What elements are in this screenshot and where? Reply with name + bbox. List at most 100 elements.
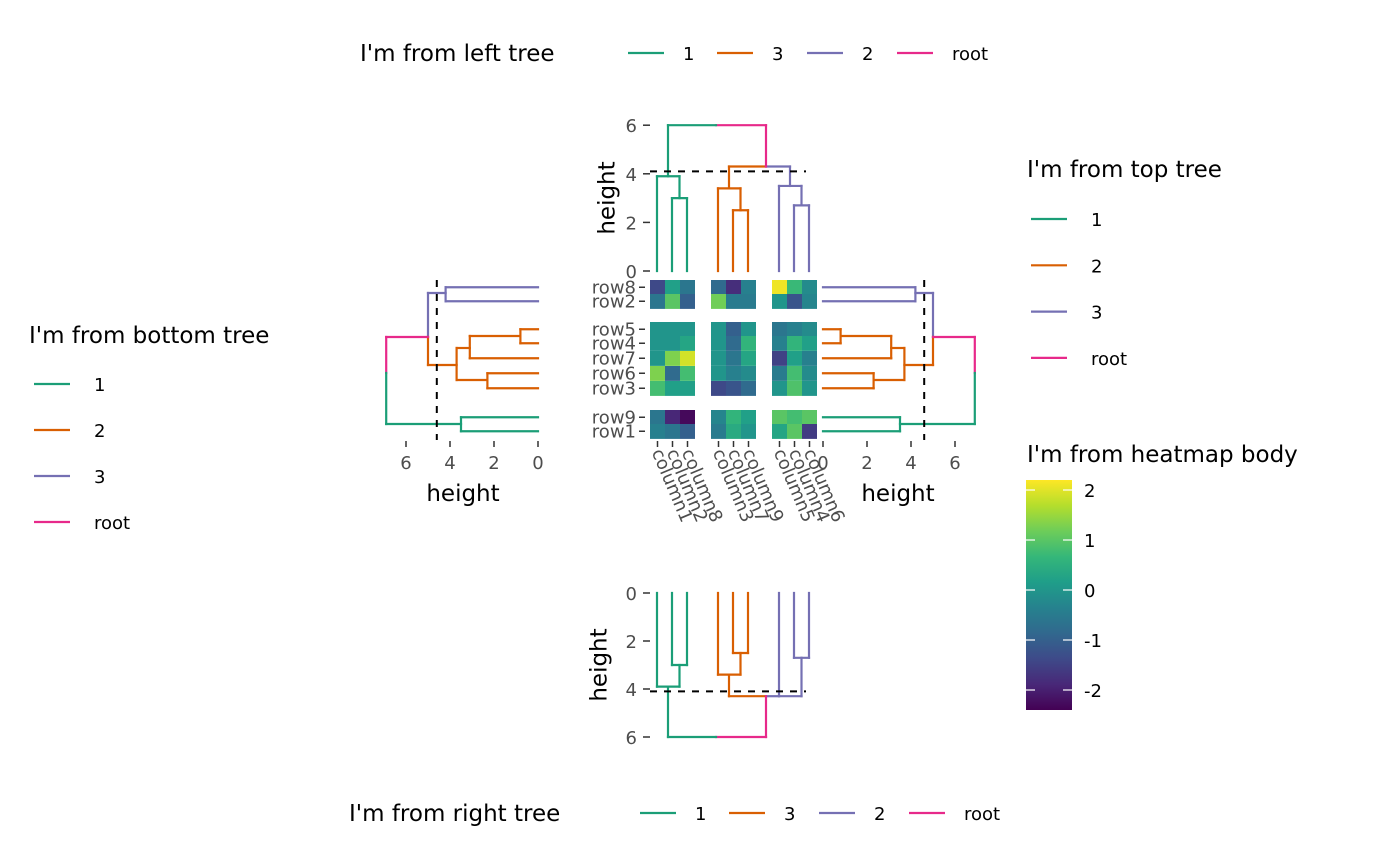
heatmap-cell (802, 351, 817, 366)
heatmap-cell (802, 410, 817, 425)
heatmap-cell (650, 294, 665, 309)
legend-label: 2 (94, 421, 105, 442)
legend-left-tree: I'm from left tree 1 3 2 root (360, 41, 988, 67)
heatmap-cell (741, 336, 756, 351)
heatmap-cell (650, 410, 665, 425)
heatmap-cell (665, 294, 680, 309)
right-axis-tick-label: 4 (905, 453, 916, 474)
left-axis-tick-label: 2 (488, 453, 499, 474)
legend-bottom-tree: I'm from bottom tree 1 2 3 root (29, 323, 269, 534)
legend-label: root (1091, 349, 1127, 370)
heatmap-cell (665, 381, 680, 396)
heatmap-cell (650, 280, 665, 295)
heatmap-cell (665, 336, 680, 351)
heatmap-cell (741, 280, 756, 295)
heatmap-cell (726, 424, 741, 439)
legend-label: 2 (862, 44, 873, 65)
legend-label: 1 (695, 804, 706, 825)
heatmap-cell (772, 410, 787, 425)
heatmap-cell (772, 322, 787, 337)
heatmap-cell (772, 381, 787, 396)
row-label: row2 (592, 291, 636, 312)
heatmap-cell (787, 381, 802, 396)
heatmap-cell (650, 366, 665, 381)
legend-label: 2 (1091, 256, 1102, 277)
left-axis-tick-label: 0 (532, 453, 543, 474)
row-label: row3 (592, 378, 636, 399)
legend-bottom-tree-title: I'm from bottom tree (29, 323, 269, 349)
heatmap-cell (772, 336, 787, 351)
heatmap-cell (787, 322, 802, 337)
legend-label: 1 (94, 375, 105, 396)
row-label: row9 (592, 407, 636, 428)
heatmap-cell (711, 381, 726, 396)
row-label: row6 (592, 363, 636, 384)
heatmap-cell (711, 336, 726, 351)
heatmap-cell (726, 294, 741, 309)
heatmap-cell (711, 351, 726, 366)
legend-right-tree-title: I'm from right tree (349, 801, 560, 827)
bottom-dendrogram (650, 591, 811, 739)
heatmap-cell (711, 424, 726, 439)
row-label: row1 (592, 421, 636, 442)
heatmap-cell (772, 424, 787, 439)
legend-label: 1 (683, 44, 694, 65)
heatmap-cell (680, 280, 695, 295)
heatmap-cell (787, 294, 802, 309)
bottom-tree-axis-title: height (587, 628, 613, 701)
heatmap-cell (680, 410, 695, 425)
heatmap-cell (772, 294, 787, 309)
bottom-axis-tick-label: 6 (626, 728, 637, 749)
heatmap-cell (741, 294, 756, 309)
legend-label: 3 (94, 467, 105, 488)
legend-label: 3 (772, 44, 783, 65)
legend-heatmap-body: I'm from heatmap body 2 1 0 -1 -2 (1026, 442, 1298, 710)
heatmap-cell (741, 381, 756, 396)
legend-top-tree: I'm from top tree 1 2 3 root (1027, 157, 1222, 370)
heatmap-colorbar (1026, 480, 1072, 710)
colorbar-tick-label: -1 (1084, 631, 1102, 652)
heatmap-cell (650, 336, 665, 351)
heatmap-cell (665, 410, 680, 425)
left-axis-tick-label: 4 (444, 453, 455, 474)
row-label: row5 (592, 319, 636, 340)
heatmap-cell (802, 294, 817, 309)
left-dendrogram (385, 280, 540, 440)
legend-label: 2 (874, 804, 885, 825)
top-dendrogram (650, 124, 811, 273)
heatmap-cell (787, 410, 802, 425)
heatmap-cell (802, 280, 817, 295)
heatmap-cell (772, 366, 787, 381)
legend-label: root (94, 513, 130, 534)
heatmap-cell (741, 424, 756, 439)
heatmap-body (650, 280, 817, 439)
legend-label: 3 (1091, 303, 1102, 324)
heatmap-cell (665, 351, 680, 366)
left-axis-tick-label: 6 (400, 453, 411, 474)
heatmap-cell (741, 410, 756, 425)
top-tree-axis-title: height (595, 161, 621, 234)
heatmap-cell (802, 366, 817, 381)
legend-label: root (952, 44, 988, 65)
heatmap-cell (680, 424, 695, 439)
heatmap-cell (726, 381, 741, 396)
heatmap-cell (787, 366, 802, 381)
legend-left-tree-title: I'm from left tree (360, 41, 555, 67)
legend-heatmap-body-title: I'm from heatmap body (1027, 442, 1298, 468)
colorbar-tick-label: 2 (1084, 481, 1095, 502)
row-label: row7 (592, 348, 636, 369)
heatmap-cell (802, 381, 817, 396)
heatmap-cell (711, 280, 726, 295)
right-axis-tick-label: 6 (949, 453, 960, 474)
legend-right-tree: I'm from right tree 1 3 2 root (349, 801, 1000, 827)
top-axis-tick-label: 2 (626, 213, 637, 234)
top-axis-tick-label: 6 (626, 116, 637, 137)
heatmap-cell (726, 322, 741, 337)
bottom-axis-tick-label: 0 (626, 584, 637, 605)
dendrogram-axes: 0 0 0 0 2 2 2 2 4 4 4 4 6 6 6 6 (400, 116, 960, 749)
heatmap-cell (650, 424, 665, 439)
heatmap-cell (650, 322, 665, 337)
heatmap-cell (726, 351, 741, 366)
heatmap-cell (787, 336, 802, 351)
